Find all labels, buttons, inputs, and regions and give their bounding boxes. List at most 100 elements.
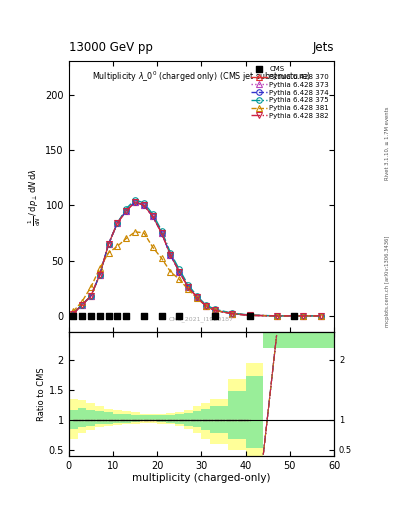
Pythia 6.428 374 <box>115 220 120 226</box>
Pythia 6.428 382 <box>274 313 279 319</box>
Pythia 6.428 382 <box>204 303 208 309</box>
Line: Pythia 6.428 382: Pythia 6.428 382 <box>70 199 323 318</box>
Pythia 6.428 375 <box>230 310 235 316</box>
Pythia 6.428 373 <box>80 302 84 308</box>
CMS <box>70 312 76 320</box>
Pythia 6.428 381 <box>106 250 111 256</box>
Pythia 6.428 382 <box>168 252 173 258</box>
Pythia 6.428 374 <box>204 303 208 309</box>
Pythia 6.428 373 <box>97 272 102 278</box>
Pythia 6.428 370 <box>274 313 279 319</box>
Pythia 6.428 381 <box>318 313 323 319</box>
Pythia 6.428 373 <box>151 213 155 219</box>
CMS <box>176 312 182 320</box>
Pythia 6.428 374 <box>248 312 252 318</box>
Pythia 6.428 381 <box>151 244 155 250</box>
CMS <box>79 312 85 320</box>
Pythia 6.428 373 <box>124 208 129 214</box>
Text: CMS_2021_I1920187: CMS_2021_I1920187 <box>169 316 234 322</box>
Pythia 6.428 370 <box>133 199 138 205</box>
Pythia 6.428 382 <box>97 272 102 278</box>
Pythia 6.428 374 <box>141 202 146 208</box>
Pythia 6.428 374 <box>71 311 75 317</box>
CMS <box>141 312 147 320</box>
Pythia 6.428 381 <box>204 303 208 309</box>
CMS <box>88 312 94 320</box>
Pythia 6.428 381 <box>186 286 191 292</box>
Pythia 6.428 382 <box>177 269 182 275</box>
Pythia 6.428 373 <box>195 294 199 300</box>
X-axis label: multiplicity (charged-only): multiplicity (charged-only) <box>132 473 271 483</box>
Pythia 6.428 370 <box>71 311 75 317</box>
Pythia 6.428 370 <box>195 294 199 300</box>
Pythia 6.428 381 <box>88 284 93 290</box>
Pythia 6.428 374 <box>88 293 93 299</box>
Y-axis label: Ratio to CMS: Ratio to CMS <box>37 367 46 421</box>
Pythia 6.428 382 <box>159 230 164 236</box>
Pythia 6.428 374 <box>80 302 84 308</box>
CMS <box>105 312 112 320</box>
Pythia 6.428 375 <box>97 272 102 278</box>
Pythia 6.428 375 <box>71 311 75 317</box>
Pythia 6.428 375 <box>151 211 155 217</box>
Pythia 6.428 370 <box>168 252 173 258</box>
Pythia 6.428 374 <box>274 313 279 319</box>
CMS <box>247 312 253 320</box>
Pythia 6.428 381 <box>133 229 138 235</box>
Pythia 6.428 381 <box>248 312 252 318</box>
Pythia 6.428 382 <box>106 241 111 247</box>
Text: mcplots.cern.ch [arXiv:1306.3436]: mcplots.cern.ch [arXiv:1306.3436] <box>385 236 390 327</box>
Pythia 6.428 374 <box>230 311 235 317</box>
Pythia 6.428 370 <box>124 208 129 214</box>
Pythia 6.428 370 <box>230 311 235 317</box>
Pythia 6.428 370 <box>318 313 323 319</box>
Text: Multiplicity $\lambda\_0^0$ (charged only) (CMS jet substructure): Multiplicity $\lambda\_0^0$ (charged onl… <box>92 70 311 84</box>
Line: Pythia 6.428 381: Pythia 6.428 381 <box>70 229 323 318</box>
Pythia 6.428 373 <box>88 293 93 299</box>
Text: 13000 GeV pp: 13000 GeV pp <box>69 41 152 54</box>
Pythia 6.428 373 <box>230 311 235 317</box>
Pythia 6.428 382 <box>71 311 75 317</box>
Pythia 6.428 375 <box>318 313 323 319</box>
Pythia 6.428 375 <box>186 282 191 288</box>
Pythia 6.428 373 <box>318 313 323 319</box>
CMS <box>158 312 165 320</box>
Line: Pythia 6.428 370: Pythia 6.428 370 <box>70 199 323 318</box>
Pythia 6.428 381 <box>115 243 120 249</box>
Pythia 6.428 375 <box>115 220 120 226</box>
Line: Pythia 6.428 375: Pythia 6.428 375 <box>70 197 323 318</box>
Pythia 6.428 374 <box>195 294 199 300</box>
Pythia 6.428 370 <box>97 272 102 278</box>
Pythia 6.428 373 <box>115 220 120 226</box>
Pythia 6.428 375 <box>301 313 305 319</box>
Pythia 6.428 375 <box>106 241 111 247</box>
Pythia 6.428 382 <box>195 294 199 300</box>
Pythia 6.428 374 <box>124 208 129 214</box>
Pythia 6.428 370 <box>177 269 182 275</box>
Pythia 6.428 370 <box>141 202 146 208</box>
Pythia 6.428 373 <box>248 312 252 318</box>
Pythia 6.428 375 <box>195 293 199 299</box>
Pythia 6.428 381 <box>71 308 75 314</box>
Text: Rivet 3.1.10, ≥ 1.7M events: Rivet 3.1.10, ≥ 1.7M events <box>385 106 390 180</box>
CMS <box>114 312 121 320</box>
Pythia 6.428 370 <box>204 303 208 309</box>
CMS <box>291 312 298 320</box>
Pythia 6.428 382 <box>88 293 93 299</box>
Line: Pythia 6.428 373: Pythia 6.428 373 <box>70 199 323 318</box>
Pythia 6.428 381 <box>124 236 129 242</box>
Pythia 6.428 370 <box>159 230 164 236</box>
Pythia 6.428 370 <box>151 213 155 219</box>
Pythia 6.428 373 <box>168 252 173 258</box>
Pythia 6.428 370 <box>88 293 93 299</box>
Pythia 6.428 374 <box>301 313 305 319</box>
Pythia 6.428 374 <box>212 307 217 313</box>
Pythia 6.428 373 <box>186 284 191 290</box>
Pythia 6.428 382 <box>151 213 155 219</box>
Pythia 6.428 382 <box>212 307 217 313</box>
Pythia 6.428 382 <box>80 302 84 308</box>
Pythia 6.428 375 <box>141 200 146 206</box>
Pythia 6.428 381 <box>177 276 182 283</box>
Pythia 6.428 382 <box>115 220 120 226</box>
Pythia 6.428 374 <box>159 230 164 236</box>
